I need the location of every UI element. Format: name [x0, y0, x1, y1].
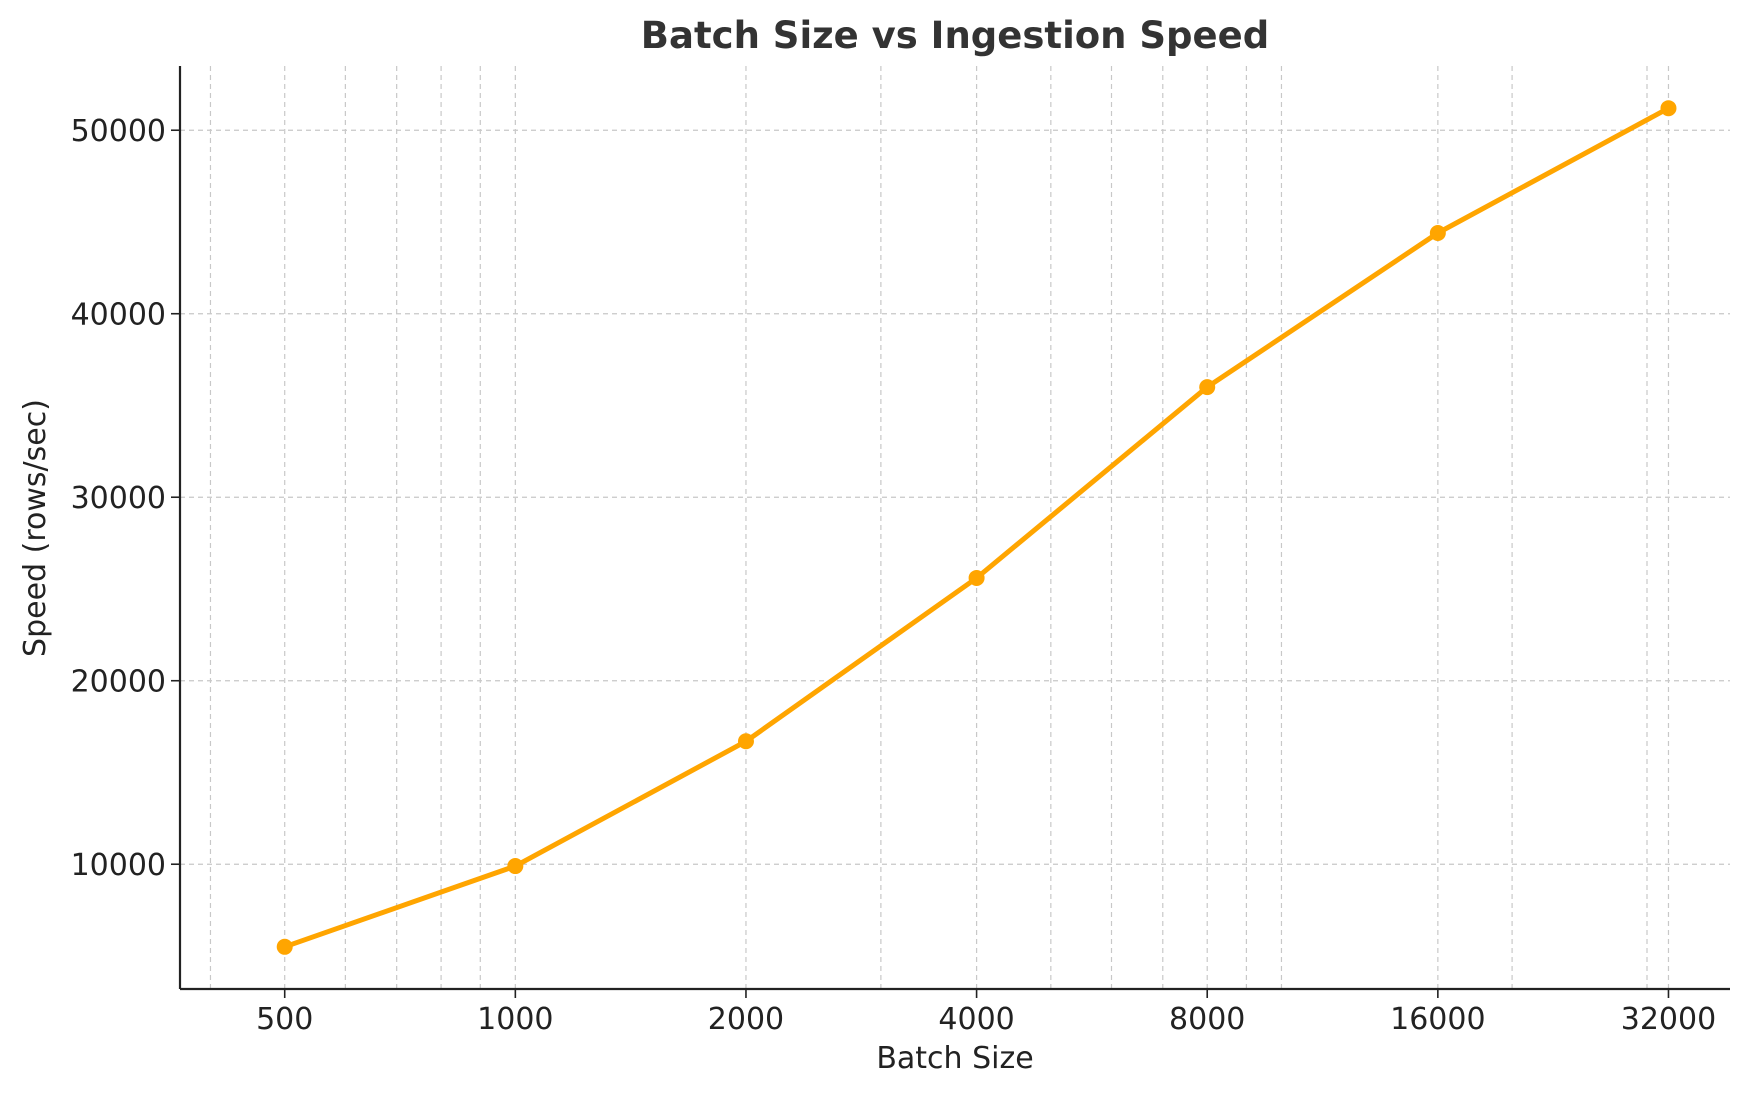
y-tick-label: 10000	[71, 848, 166, 883]
series-layer	[276, 100, 1677, 955]
x-tick-label: 1000	[477, 1002, 553, 1037]
ticks-layer: 500 1000 2000 4000 8000 16000 32000 10000 20000 3…	[71, 114, 1717, 1037]
chart-title: Batch Size vs Ingestion Speed	[641, 14, 1269, 57]
x-axis-label: Batch Size	[876, 1041, 1033, 1076]
y-tick-label: 30000	[71, 481, 166, 516]
x-tick-label: 32000	[1621, 1002, 1716, 1037]
y-axis-label: Speed (rows/sec)	[18, 399, 53, 657]
data-point	[1199, 379, 1216, 396]
grid-layer	[180, 66, 1730, 989]
axes-layer	[178, 66, 1730, 991]
x-tick-label: 4000	[938, 1002, 1014, 1037]
x-tick-label: 16000	[1390, 1002, 1485, 1037]
x-tick-label: 8000	[1169, 1002, 1245, 1037]
data-point	[737, 733, 754, 750]
y-tick-label: 50000	[71, 114, 166, 149]
data-point	[1429, 224, 1446, 241]
data-point	[1660, 100, 1677, 117]
x-tick-label: 500	[256, 1002, 313, 1037]
data-point	[276, 938, 293, 955]
y-tick-label: 20000	[71, 665, 166, 700]
data-point	[507, 858, 524, 875]
y-tick-label: 40000	[71, 298, 166, 333]
x-tick-label: 2000	[708, 1002, 784, 1037]
data-point	[968, 569, 985, 586]
